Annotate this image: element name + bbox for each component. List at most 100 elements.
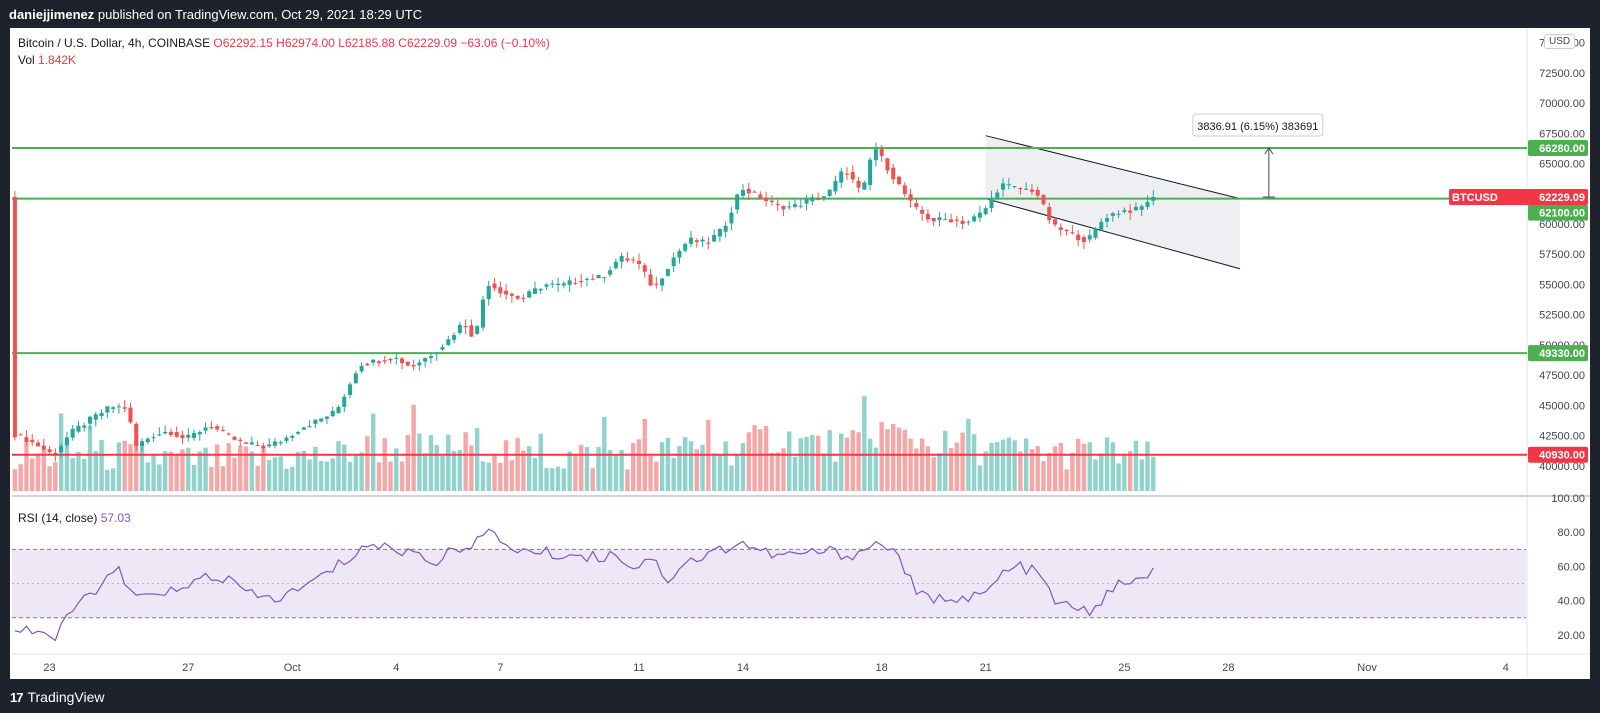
volume-bar: [353, 454, 359, 491]
candle-body: [1139, 206, 1144, 210]
volume-bar: [47, 466, 52, 491]
volume-bar: [151, 454, 156, 491]
symbol-title[interactable]: Bitcoin / U.S. Dollar, 4h, COINBASE: [18, 36, 211, 50]
volume-bar: [960, 432, 965, 491]
candle-body: [885, 158, 890, 171]
volume-bar: [480, 461, 486, 491]
volume-bar: [833, 461, 838, 491]
volume-bar: [330, 458, 335, 491]
volume-bar: [342, 444, 347, 491]
legend-high: H62974.00: [276, 36, 335, 50]
candle-body: [937, 217, 942, 221]
volume-bar: [769, 453, 775, 491]
author-name[interactable]: daniejjimenez: [9, 7, 95, 22]
time-tick-label: 4: [393, 662, 399, 674]
volume-bar: [1000, 439, 1006, 491]
candle-body: [278, 442, 283, 444]
volume-bar: [665, 437, 671, 491]
candle-body: [625, 258, 630, 261]
time-tick-label: 28: [1222, 662, 1234, 674]
candle-body: [463, 326, 468, 328]
volume-bar: [417, 433, 422, 491]
volume-bar: [925, 446, 931, 491]
candle-body: [382, 360, 387, 362]
candle-body: [856, 180, 861, 188]
volume-bar: [821, 453, 827, 491]
candle-body: [648, 274, 653, 286]
symbol-legend: Bitcoin / U.S. Dollar, 4h, COINBASE O622…: [18, 35, 550, 69]
candle-body: [556, 283, 561, 286]
volume-bar: [758, 429, 763, 491]
candle-body: [723, 225, 728, 232]
candle-body: [480, 299, 485, 328]
volume-bar: [584, 447, 590, 491]
volume-bar: [266, 460, 272, 491]
rsi-label[interactable]: RSI (14, close): [18, 511, 98, 525]
candle-body: [128, 407, 133, 423]
volume-bar: [995, 442, 1000, 491]
price-tick-label: 40000.00: [1539, 461, 1585, 473]
volume-bar: [474, 428, 480, 491]
candle-body: [1018, 187, 1023, 190]
price-tick-label: 52500.00: [1539, 310, 1585, 322]
level-price-tag: [1528, 446, 1588, 463]
candle-body: [249, 442, 254, 445]
candle-body: [342, 396, 347, 407]
candle-body: [134, 423, 139, 446]
volume-value: 1.842K: [38, 53, 77, 67]
candle-body: [405, 361, 410, 366]
candle-body: [376, 361, 381, 364]
candle-body: [972, 216, 977, 222]
candle-body: [215, 426, 220, 430]
publish-info: daniejjimenez published on TradingView.c…: [9, 7, 422, 22]
volume-bar: [394, 448, 399, 491]
tradingview-logo[interactable]: 17 TradingView: [10, 689, 105, 705]
candle-body: [365, 363, 370, 366]
volume-bar: [145, 462, 150, 491]
volume-bar: [41, 449, 46, 491]
volume-bar: [844, 437, 850, 491]
candle-body: [301, 427, 306, 430]
volume-bar: [856, 432, 861, 491]
volume-bar: [526, 446, 532, 491]
candle-body: [388, 359, 393, 361]
volume-bar: [561, 468, 567, 491]
currency-button[interactable]: USD: [1544, 34, 1576, 49]
candle-body: [700, 239, 705, 242]
price-tick-label: 57500.00: [1539, 249, 1585, 261]
volume-bar: [735, 455, 740, 491]
candle-body: [567, 280, 572, 285]
candle-body: [284, 437, 289, 441]
volume-bar: [24, 443, 29, 491]
publish-bar: daniejjimenez published on TradingView.c…: [0, 0, 1600, 28]
candle-body: [989, 197, 994, 209]
candle-body: [544, 284, 549, 287]
volume-bar: [879, 422, 884, 491]
time-tick-label: 11: [633, 662, 644, 674]
volume-bar: [278, 456, 283, 491]
candle-body: [1087, 235, 1092, 240]
candle-body: [411, 364, 416, 367]
volume-bar: [723, 441, 728, 491]
candle-body: [833, 180, 838, 192]
candle-body: [151, 437, 156, 439]
volume-bar: [243, 446, 249, 491]
candle-body: [174, 432, 179, 437]
price-tick-label: 47500.00: [1539, 370, 1585, 382]
volume-bar: [1029, 449, 1035, 491]
candle-body: [949, 219, 954, 223]
volume-bar: [862, 396, 867, 491]
volume-bar: [197, 451, 203, 491]
volume-bar: [122, 440, 127, 491]
price-tick-label: 70000.00: [1539, 98, 1585, 110]
candle-body: [24, 437, 29, 443]
candle-body: [457, 324, 462, 333]
volume-bar: [76, 451, 81, 491]
volume-bar: [839, 433, 844, 491]
candle-body: [226, 433, 231, 435]
candle-body: [186, 434, 191, 438]
candle-body: [740, 190, 746, 196]
volume-bar: [683, 437, 688, 491]
volume-bar: [35, 454, 41, 491]
